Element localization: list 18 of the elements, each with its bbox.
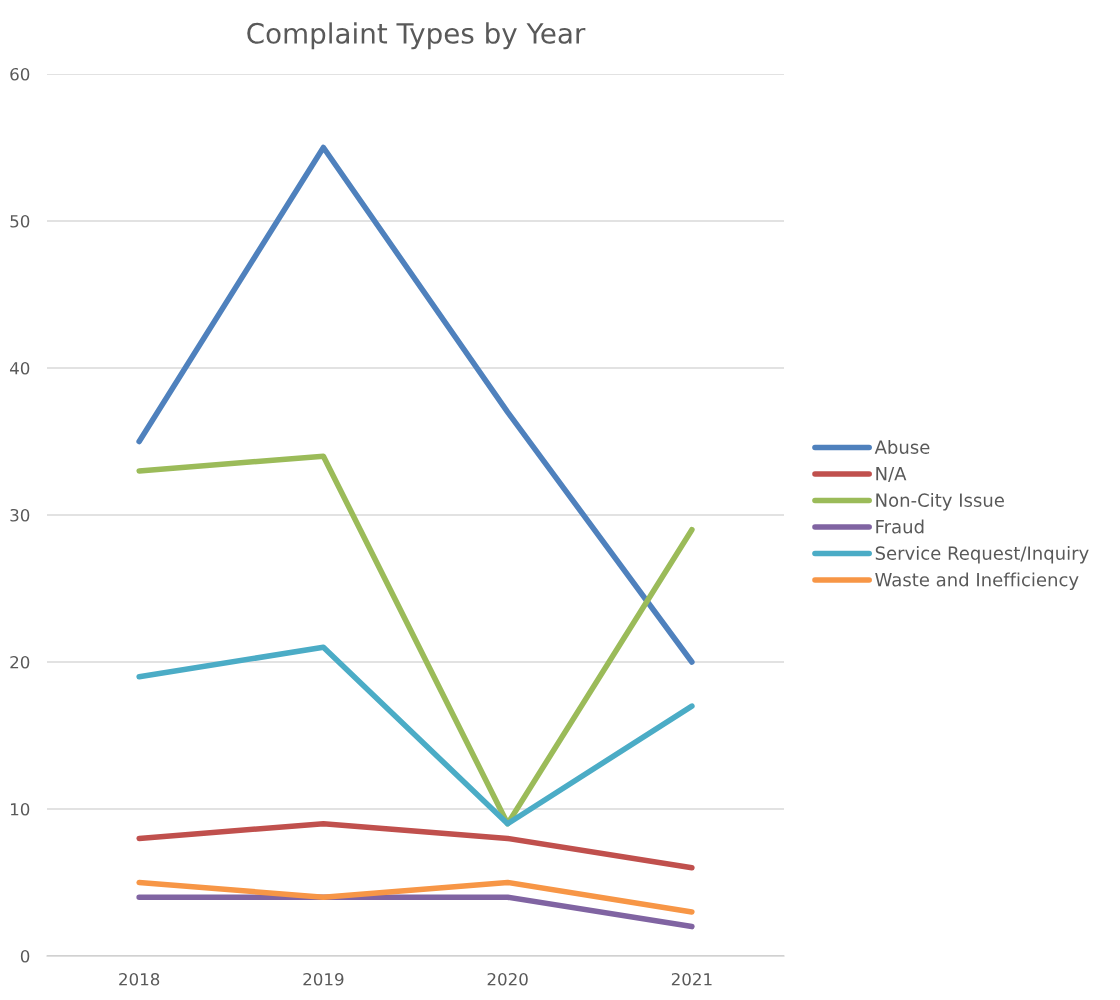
y-tick-label: 10 [11,802,30,816]
y-tick-label: 40 [9,361,30,375]
legend-label: N/A [876,467,907,482]
legend-label: Waste and Inefficiency [875,572,1079,590]
x-tick-label: 2020 [487,972,528,986]
y-tick-label: 60 [10,67,30,81]
x-tick-label: 2018 [119,972,160,986]
x-tick-label: 2021 [671,972,712,986]
y-tick-label: 20 [10,655,30,669]
legend-label: Fraud [876,519,924,534]
legend-label: Service Request/Inquiry [875,546,1089,564]
legend-label: Abuse [874,440,930,454]
legend-label: Non-City Issue [876,493,1004,511]
chart-title: Complaint Types by Year [247,22,586,50]
y-tick-label: 30 [10,508,30,522]
x-tick-label: 2019 [303,972,344,986]
y-tick-label: 0 [20,949,30,963]
y-tick-label: 50 [10,214,30,228]
